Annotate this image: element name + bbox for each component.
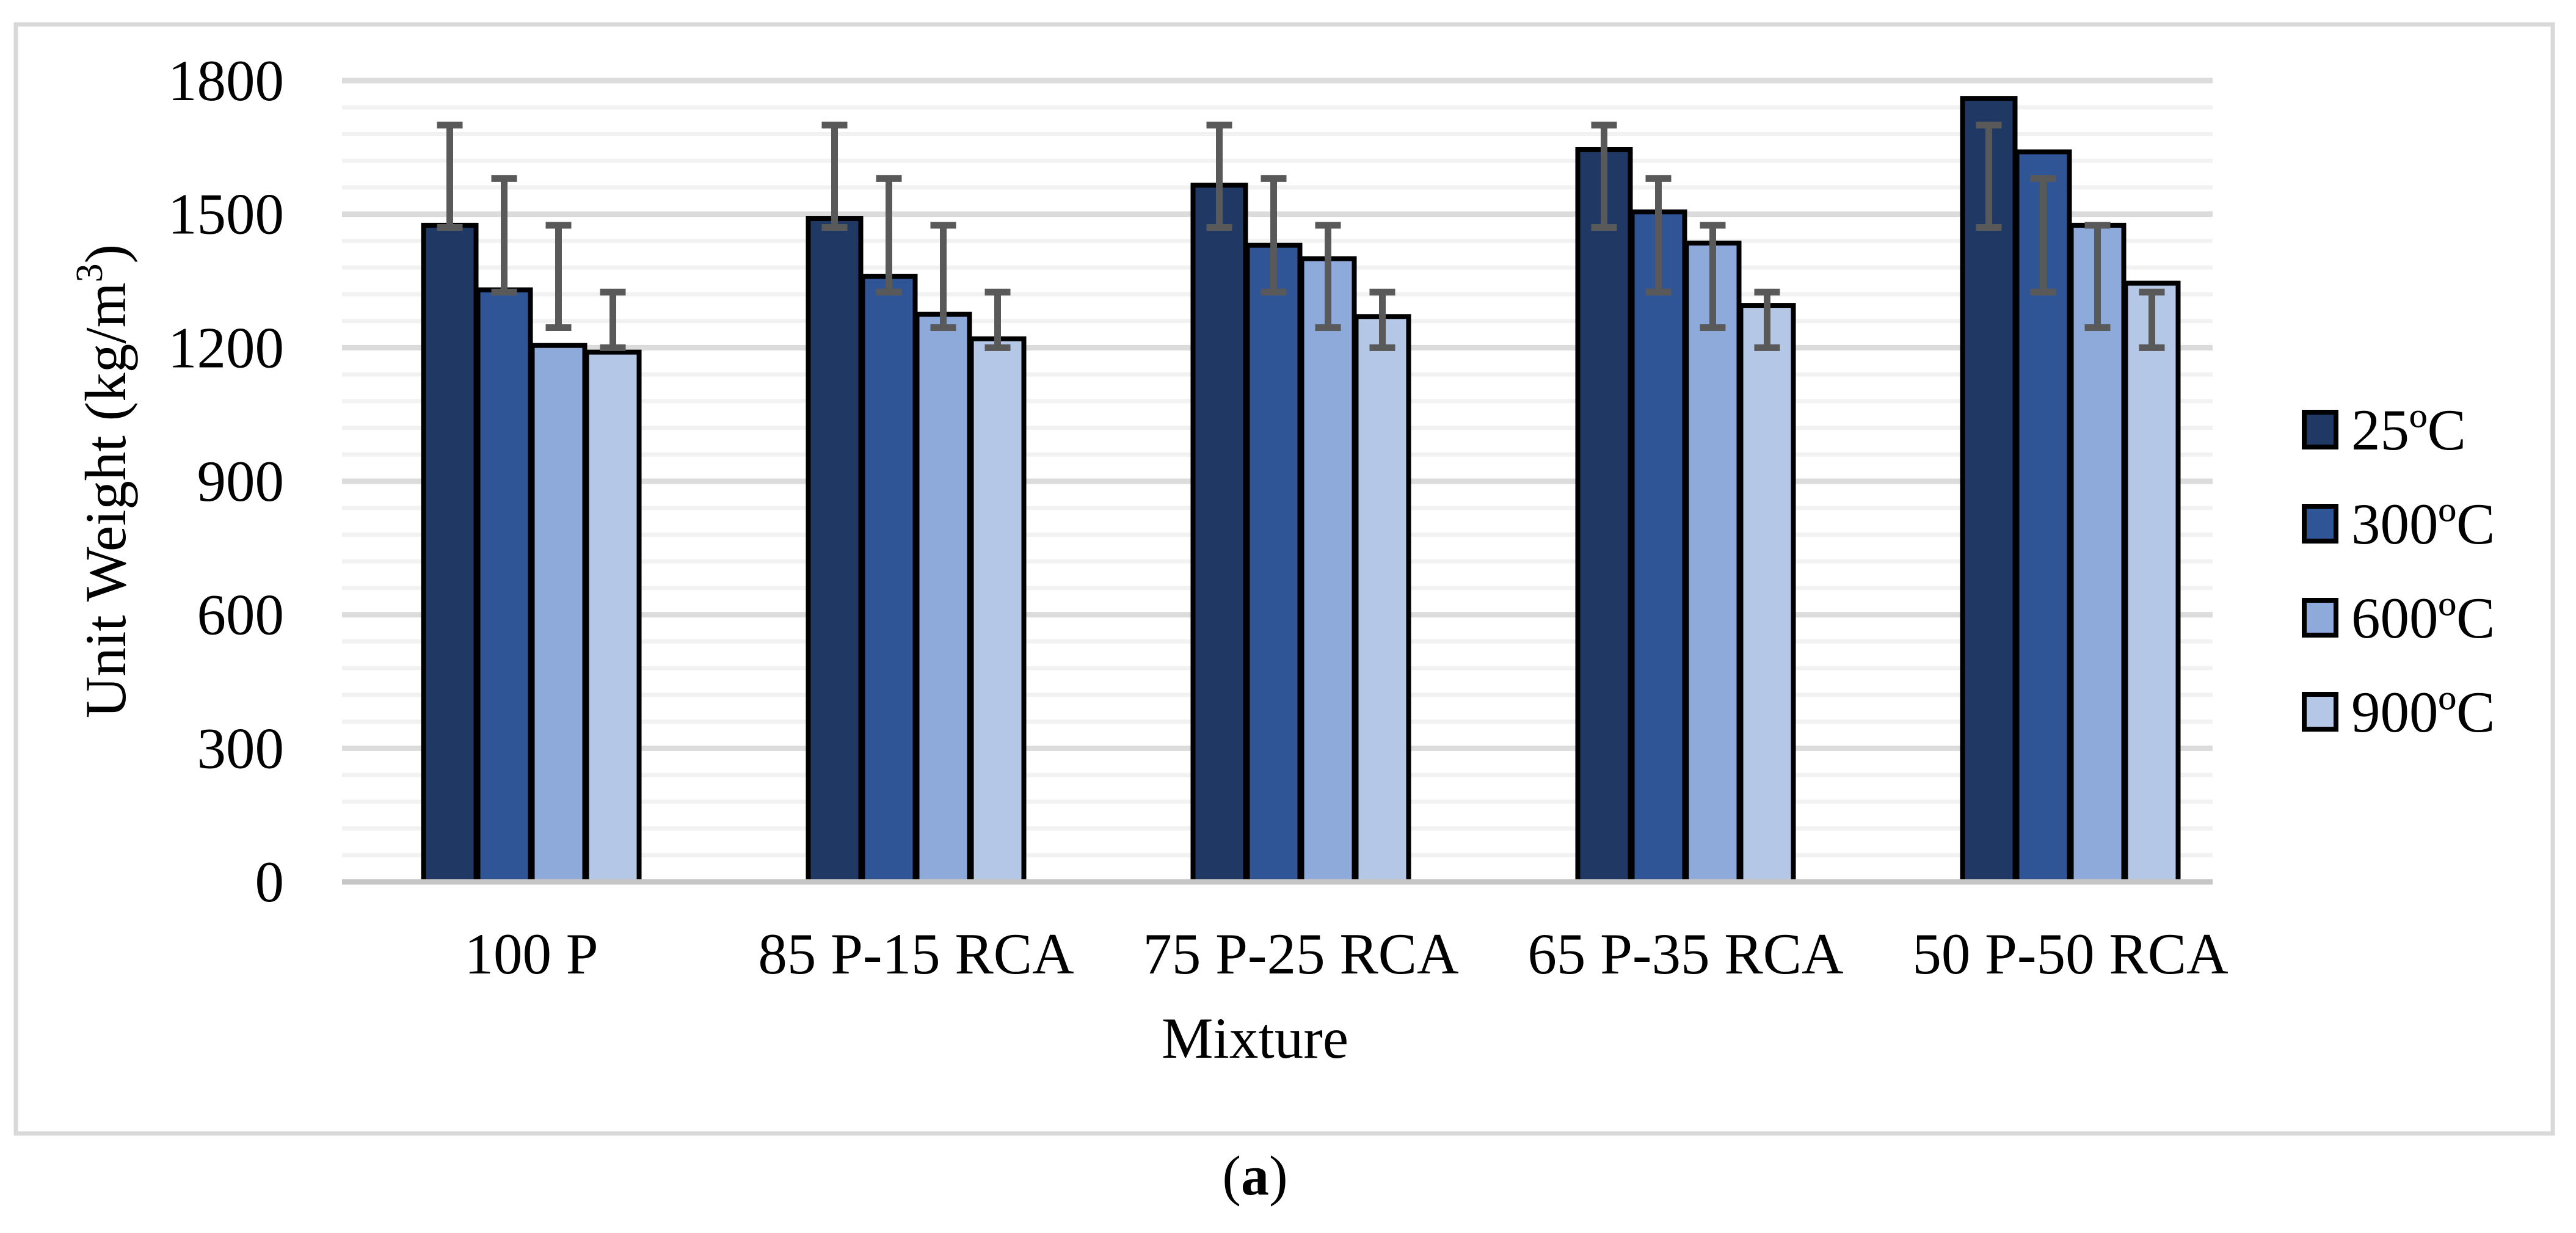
bar-900c-group4 <box>1738 303 1796 885</box>
y-tick-label: 1800 <box>168 48 284 113</box>
legend-swatch-300c <box>2302 504 2338 544</box>
bar-600c-group1 <box>529 343 588 884</box>
caption-close: ) <box>1269 1144 1288 1207</box>
bar-300c-group1 <box>475 287 533 885</box>
y-tick-label: 1500 <box>168 182 284 247</box>
bar-300c-group3 <box>1245 242 1303 885</box>
legend-label: 25ºC <box>2351 398 2466 462</box>
y-tick-label: 0 <box>255 849 285 914</box>
legend-swatch-25c <box>2302 410 2338 449</box>
x-category-label: 75 P-25 RCA <box>1143 922 1458 986</box>
bar-25c-group2 <box>806 216 864 884</box>
y-tick-label: 600 <box>197 583 285 647</box>
bar-600c-group3 <box>1299 256 1357 884</box>
bar-600c-group2 <box>914 311 972 884</box>
legend-label: 300ºC <box>2351 492 2495 556</box>
bar-900c-group5 <box>2123 280 2181 884</box>
caption-open: ( <box>1222 1144 1241 1207</box>
y-tick-label: 900 <box>197 449 285 514</box>
x-axis-title: Mixture <box>1162 1006 1348 1071</box>
bar-900c-group2 <box>969 336 1027 884</box>
y-tick-label: 1200 <box>168 315 284 380</box>
x-category-label: 85 P-15 RCA <box>758 922 1074 986</box>
y-axis-title: Unit Weight (kg/m3) <box>69 244 138 718</box>
y-tick-label: 300 <box>197 716 285 780</box>
legend-label: 600ºC <box>2351 586 2495 650</box>
legend-swatch-600c <box>2302 598 2338 638</box>
bar-600c-group4 <box>1684 241 1742 884</box>
figure-caption: (a) <box>1222 1143 1287 1208</box>
legend-label: 900ºC <box>2351 680 2495 744</box>
bar-25c-group3 <box>1190 183 1248 884</box>
bar-25c-group1 <box>421 222 479 884</box>
x-category-label: 50 P-50 RCA <box>1912 922 2228 986</box>
bar-900c-group3 <box>1353 314 1411 884</box>
bar-900c-group1 <box>584 349 642 884</box>
caption-letter: a <box>1241 1144 1269 1207</box>
x-category-label: 100 P <box>464 922 598 986</box>
legend-swatch-900c <box>2302 692 2338 732</box>
bar-300c-group4 <box>1629 209 1687 884</box>
bar-300c-group2 <box>860 274 918 884</box>
bar-25c-group4 <box>1575 147 1633 884</box>
x-category-label: 65 P-35 RCA <box>1527 922 1843 986</box>
